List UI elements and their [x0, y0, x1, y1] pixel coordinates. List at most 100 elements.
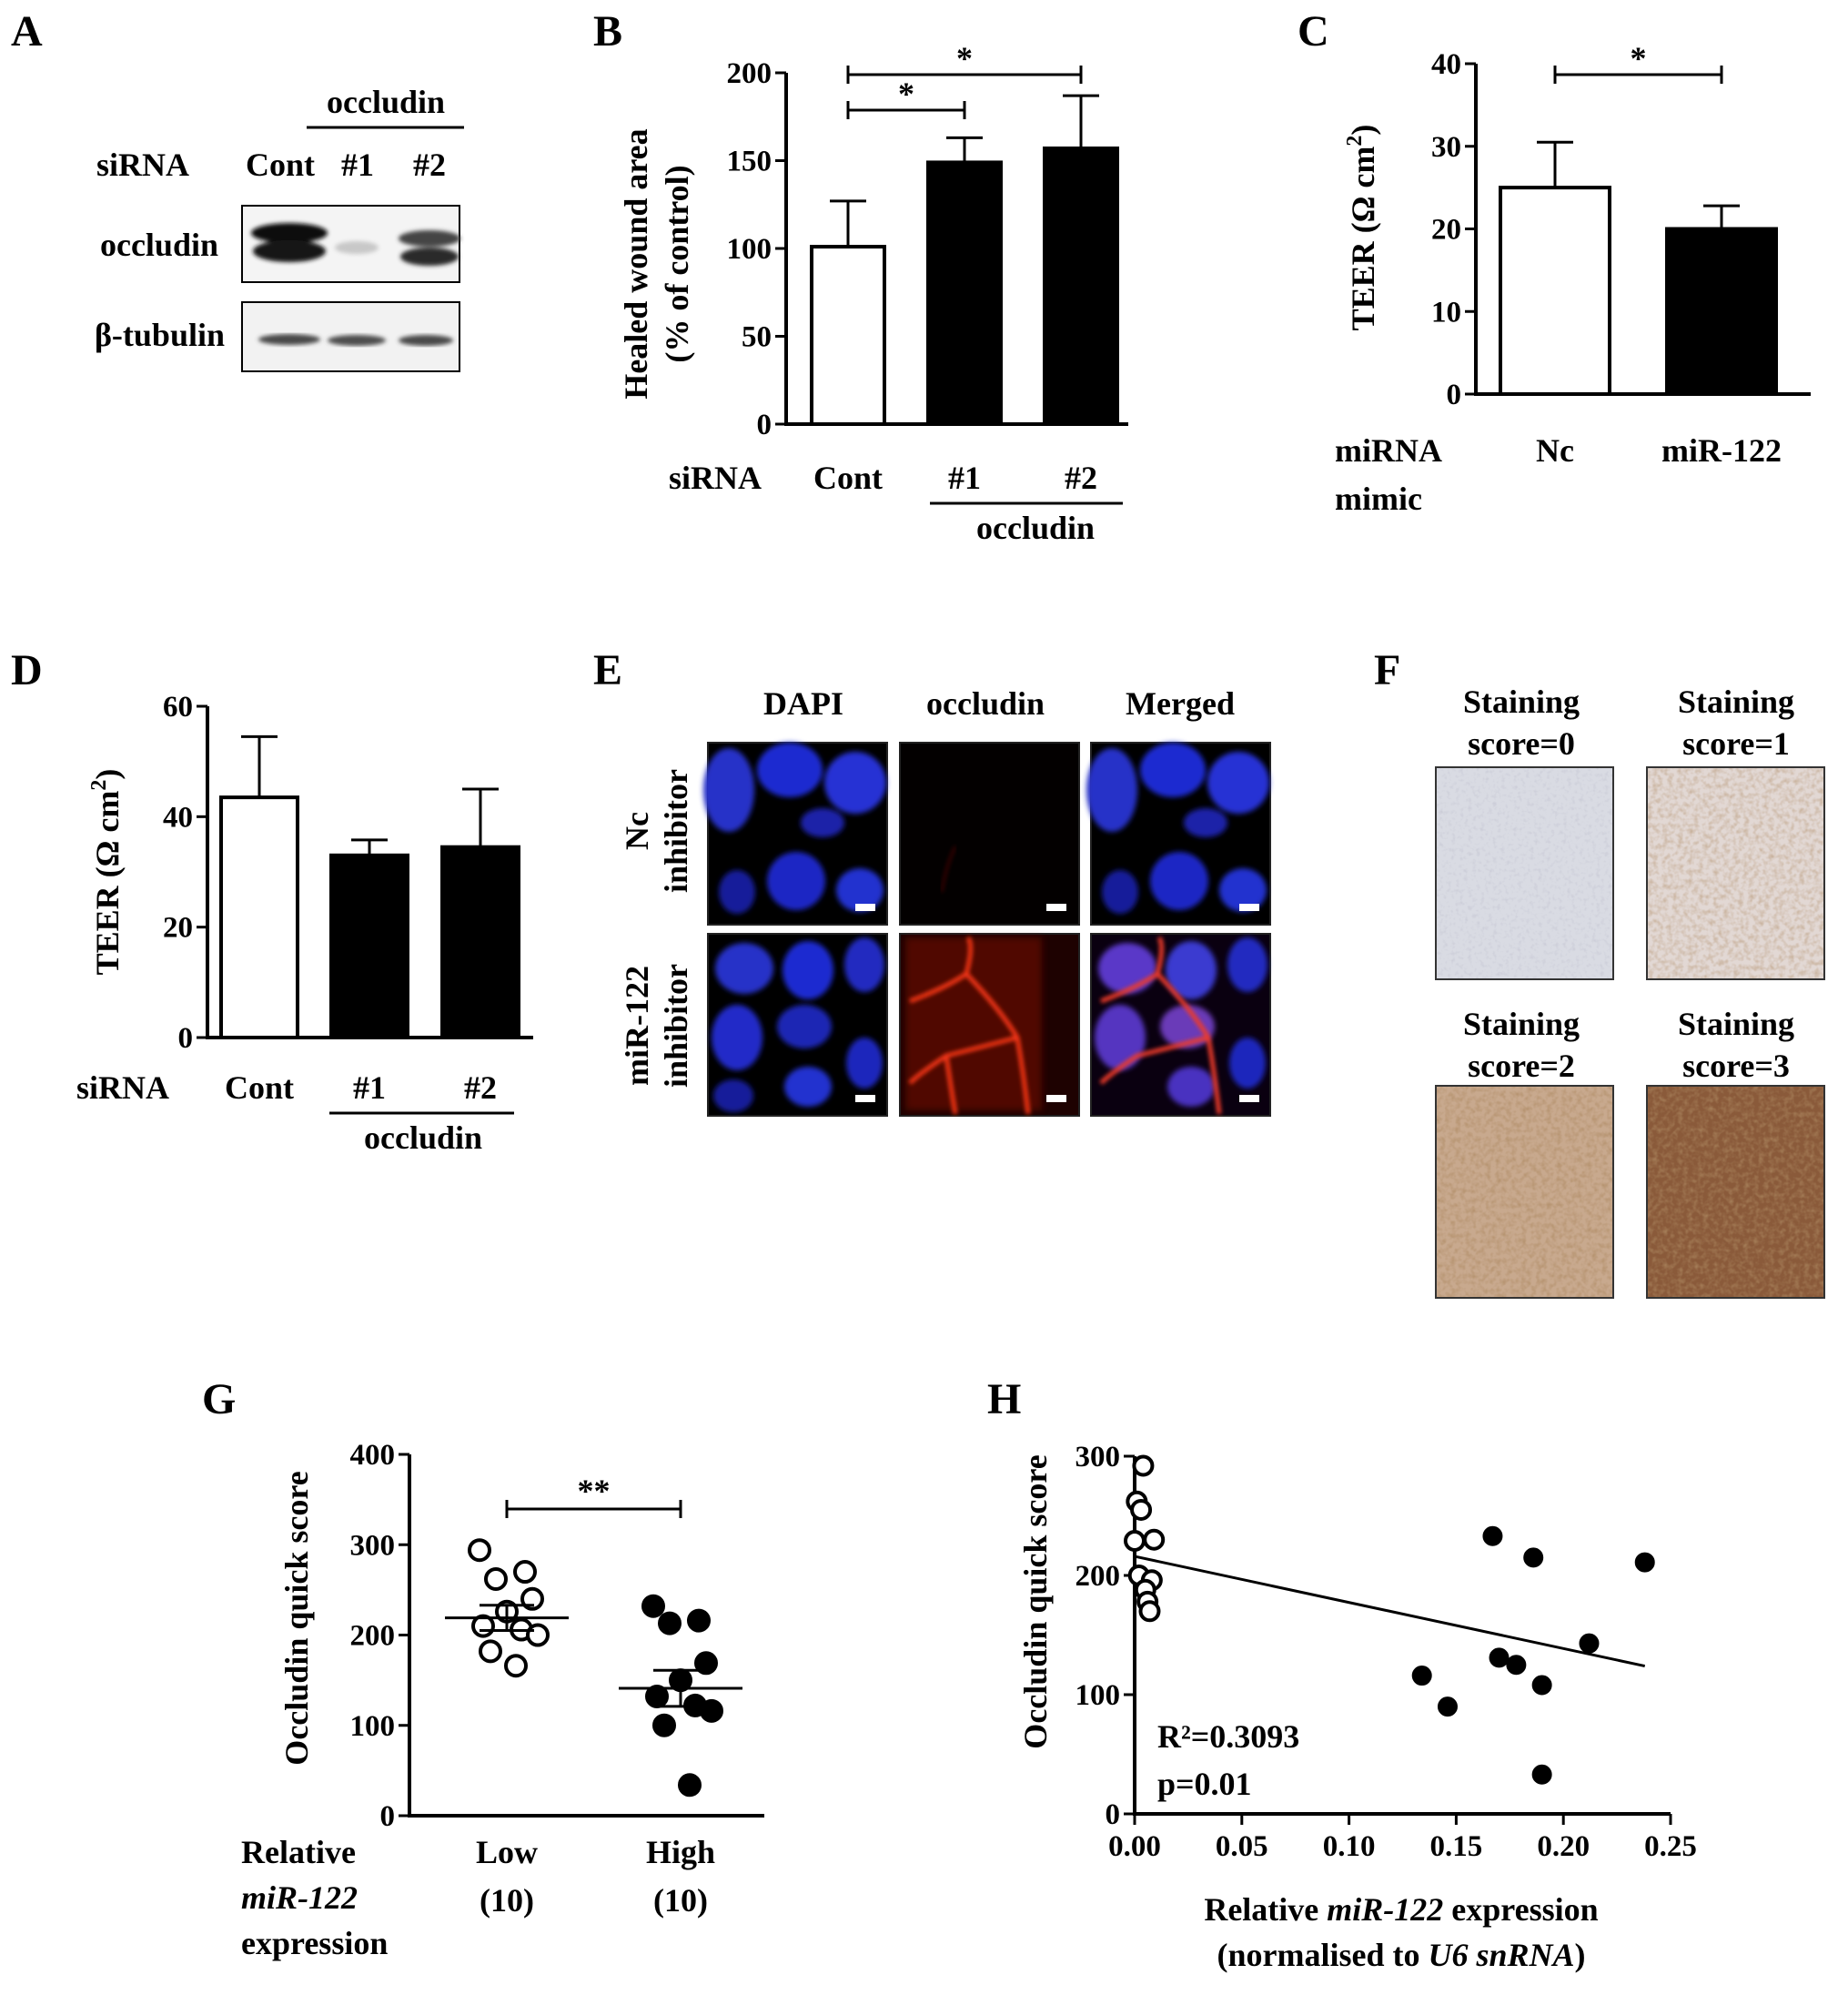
g-count-label: (10) [653, 1882, 708, 1919]
g-x-label-2: miR-122 [241, 1879, 358, 1916]
panel-letter-g: G [202, 1375, 236, 1423]
b-category-label: #1 [948, 460, 981, 496]
h-x-tick-label: 0.10 [1323, 1830, 1376, 1863]
g-x-label-1: Relative [241, 1834, 356, 1870]
d-category-label: #2 [464, 1069, 497, 1106]
h-data-point [1143, 1528, 1166, 1551]
blot-label-tubulin: β-tubulin [95, 317, 225, 353]
c-y-tick-label: 10 [1431, 296, 1461, 329]
c-row-label-1: miRNA [1335, 432, 1442, 469]
b-y-tick-label: 200 [727, 57, 773, 90]
h-x-tick-label: 0.00 [1108, 1830, 1161, 1863]
f-tile1-label-1: Staining [1678, 684, 1794, 720]
e-row1-label-1: Nc [619, 812, 655, 850]
panel-e: E DAPI occludin Merged Nc inhibitor miR-… [593, 646, 1271, 1117]
d-category-label: #1 [353, 1069, 386, 1106]
g-data-point [700, 1698, 723, 1723]
g-data-point [687, 1608, 711, 1633]
h-data-point [1531, 1764, 1552, 1785]
panel-letter-c: C [1298, 7, 1329, 56]
b-category-label: Cont [813, 460, 883, 496]
e-row2-label-2: inhibitor [658, 964, 694, 1088]
d-y-tick-label: 0 [178, 1022, 194, 1055]
g-category-label: High [646, 1834, 715, 1870]
c-y-tick-label: 30 [1431, 131, 1461, 164]
g-significance-bracket [505, 1500, 682, 1518]
c-bar [1499, 186, 1611, 396]
f-tile2-label-2: score=2 [1468, 1048, 1575, 1084]
h-y-tick-label: 300 [1075, 1441, 1121, 1473]
lane-label-2: #2 [413, 147, 446, 183]
panel-letter-e: E [593, 646, 622, 694]
h-data-point [1138, 1600, 1161, 1623]
b-bar [1043, 146, 1119, 427]
h-data-point [1124, 1530, 1146, 1553]
f-image-score-3 [1646, 1085, 1825, 1299]
h-y-tick-label: 200 [1075, 1560, 1121, 1593]
panel-letter-b: B [593, 7, 622, 56]
b-row-label: siRNA [669, 460, 762, 496]
g-data-point [694, 1651, 718, 1676]
g-y-axis-title: Occludin quick score [278, 1471, 315, 1765]
g-data-point [641, 1594, 665, 1618]
f-tile0-label-2: score=0 [1468, 725, 1575, 762]
panel-letter-a: A [11, 7, 43, 56]
b-significance-bracket [846, 101, 966, 119]
blot-beta-tubulin [241, 301, 460, 372]
f-tile2-label-1: Staining [1463, 1006, 1580, 1042]
panel-f: F Staining score=0 Staining score=1 Stai… [1374, 646, 1825, 1299]
d-y-tick-label: 40 [163, 801, 193, 834]
lane-label-cont: Cont [246, 147, 315, 183]
e-col-occludin: occludin [926, 685, 1045, 722]
g-y-tick-label: 300 [350, 1529, 396, 1562]
g-category-label: Low [476, 1834, 538, 1870]
g-data-point [504, 1654, 528, 1678]
panel-a: A occludin siRNA Cont #1 #2 occludin β-t… [11, 7, 464, 372]
h-r2-annotation: R²=0.3093 [1157, 1718, 1299, 1755]
d-group-label: occludin [364, 1119, 482, 1156]
h-data-point [1506, 1655, 1527, 1676]
h-data-point [1579, 1633, 1600, 1654]
h-data-point [1411, 1666, 1432, 1686]
h-p-annotation: p=0.01 [1157, 1766, 1252, 1802]
e-col-merged: Merged [1126, 685, 1235, 722]
h-x-tick-label: 0.20 [1537, 1830, 1590, 1863]
h-y-tick-label: 0 [1106, 1798, 1121, 1831]
panel-b-chart: B Healed wound area (% of control) siRNA… [593, 7, 1128, 546]
f-image-score-1 [1646, 766, 1825, 980]
panel-g-chart: G Occludin quick score Relative miR-122 … [202, 1375, 764, 1961]
g-y-tick-label: 400 [350, 1439, 396, 1472]
blot-label-occludin: occludin [100, 227, 218, 263]
h-data-point [1132, 1454, 1155, 1477]
c-significance-star: * [1631, 40, 1647, 76]
e-row2-label-1: miR-122 [619, 966, 655, 1086]
h-x-axis-title-2: (normalised to U6 snRNA) [1217, 1937, 1585, 1973]
d-row-label: siRNA [76, 1069, 169, 1106]
h-data-point [1523, 1547, 1544, 1568]
h-x-tick-label: 0.05 [1216, 1830, 1268, 1863]
e-image-mir-merged [1090, 933, 1271, 1117]
c-y-axis-title: TEER (Ω cm2) [1343, 125, 1381, 331]
b-y-axis-title-1: Healed wound area [618, 128, 654, 399]
f-image-score-2 [1435, 1085, 1614, 1299]
blot-occludin [241, 205, 460, 283]
b-bar [810, 245, 886, 426]
h-data-point [1489, 1647, 1510, 1668]
panel-letter-h: H [987, 1375, 1021, 1423]
b-y-tick-label: 150 [727, 146, 773, 178]
b-bar [926, 160, 1003, 426]
b-significance-bracket [846, 66, 1083, 84]
h-data-point [1634, 1552, 1655, 1573]
g-significance-star: ** [578, 1473, 611, 1509]
f-tile1-label-2: score=1 [1682, 725, 1790, 762]
g-data-point [468, 1538, 491, 1563]
c-category-label: miR-122 [1661, 432, 1782, 469]
f-tile3-label-2: score=3 [1682, 1048, 1790, 1084]
g-y-tick-label: 100 [350, 1710, 396, 1743]
g-x-label-3: expression [241, 1925, 388, 1961]
c-row-label-2: mimic [1335, 481, 1422, 517]
c-y-tick-label: 20 [1431, 214, 1461, 247]
h-y-tick-label: 100 [1075, 1679, 1121, 1712]
d-bar [219, 795, 299, 1039]
